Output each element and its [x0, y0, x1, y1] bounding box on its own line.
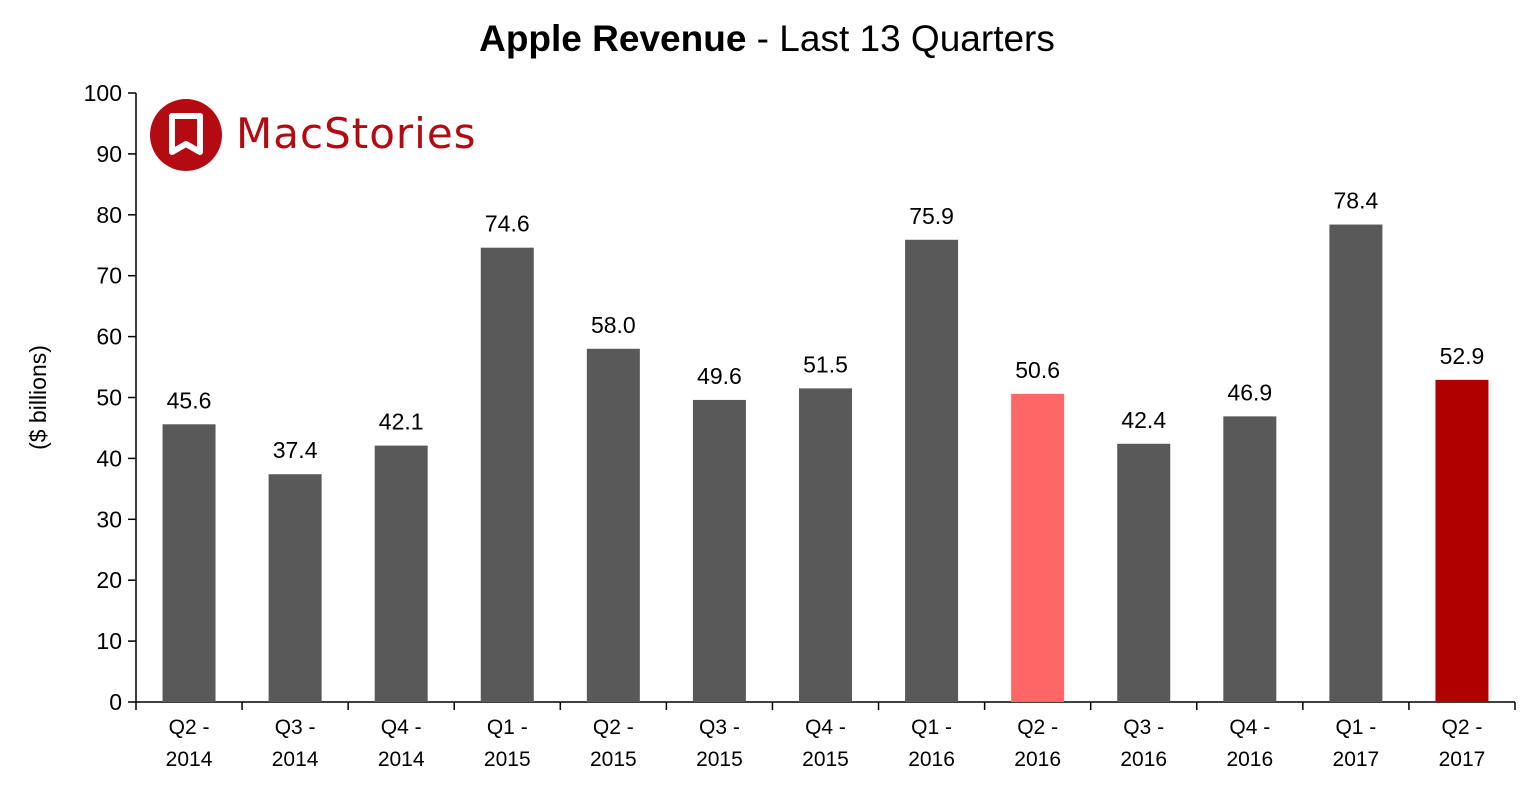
bar-value-label: 42.1: [379, 409, 424, 435]
y-tick-label: 40: [96, 445, 122, 471]
y-tick-label: 100: [84, 80, 122, 106]
y-tick-label: 90: [96, 141, 122, 167]
bar-value-label: 52.9: [1440, 343, 1485, 369]
x-tick-label-quarter: Q4 -: [381, 716, 422, 739]
y-tick-label: 10: [96, 628, 122, 654]
x-tick-label-quarter: Q2 -: [1442, 716, 1483, 739]
y-tick-label: 30: [96, 506, 122, 532]
bar-value-label: 51.5: [803, 351, 848, 377]
y-tick-label: 60: [96, 324, 122, 350]
bar-value-label: 45.6: [167, 387, 212, 413]
chart-title-rest: - Last 13 Quarters: [746, 18, 1055, 59]
x-tick-label-quarter: Q1 -: [1335, 716, 1376, 739]
bar: [374, 445, 428, 702]
x-tick-label-quarter: Q1 -: [487, 716, 528, 739]
x-tick-label-year: 2014: [166, 748, 213, 771]
x-tick-label-quarter: Q2 -: [169, 716, 210, 739]
x-tick-label-quarter: Q4 -: [805, 716, 846, 739]
x-tick-label-year: 2016: [1014, 748, 1061, 771]
x-tick-label-quarter: Q3 -: [1123, 716, 1164, 739]
bar-value-label: 42.4: [1121, 407, 1166, 433]
bar: [1223, 416, 1277, 702]
bar-value-label: 49.6: [697, 363, 742, 389]
bar-value-label: 46.9: [1227, 379, 1272, 405]
x-tick-label-year: 2015: [590, 748, 637, 771]
x-tick-label-year: 2015: [802, 748, 849, 771]
bar: [905, 239, 959, 703]
macstories-logo: MacStories: [150, 99, 476, 173]
bar: [1117, 443, 1171, 702]
x-tick-label-quarter: Q1 -: [911, 716, 952, 739]
bar: [799, 388, 852, 702]
x-tick-label-quarter: Q4 -: [1229, 716, 1270, 739]
x-tick-label-year: 2015: [696, 748, 743, 771]
bar-value-label: 78.4: [1334, 188, 1379, 214]
bar-value-label: 37.4: [273, 437, 318, 463]
x-tick-label-year: 2014: [378, 748, 425, 771]
x-tick-label-year: 2014: [272, 748, 319, 771]
bar: [162, 424, 216, 702]
x-tick-label-quarter: Q3 -: [699, 716, 740, 739]
y-tick-label: 70: [96, 263, 122, 289]
macstories-logo-icon: [150, 99, 222, 171]
bar: [268, 474, 322, 702]
chart-title: Apple Revenue - Last 13 Quarters: [0, 18, 1534, 60]
bar: [1011, 393, 1065, 702]
bar-value-label: 50.6: [1015, 357, 1060, 383]
chart-title-bold: Apple Revenue: [479, 18, 747, 59]
x-tick-label-quarter: Q2 -: [1017, 716, 1058, 739]
x-tick-label-quarter: Q3 -: [275, 716, 316, 739]
y-tick-label: 50: [96, 385, 122, 411]
x-tick-label-year: 2017: [1333, 748, 1380, 771]
bar: [586, 348, 640, 702]
x-tick-label-year: 2016: [1120, 748, 1167, 771]
y-tick-label: 80: [96, 202, 122, 228]
bar-value-label: 75.9: [909, 203, 954, 229]
y-axis-title: ($ billions): [25, 345, 51, 450]
bar-value-label: 74.6: [485, 211, 530, 237]
x-tick-label-year: 2016: [1226, 748, 1273, 771]
bar: [480, 247, 534, 702]
x-tick-label-year: 2017: [1439, 748, 1486, 771]
bar: [1329, 224, 1383, 702]
macstories-logo-text: MacStories: [236, 109, 477, 158]
x-tick-label-quarter: Q2 -: [593, 716, 634, 739]
y-tick-label: 0: [109, 689, 122, 715]
bar: [1435, 379, 1489, 702]
x-tick-label-year: 2015: [484, 748, 531, 771]
bar-value-label: 58.0: [591, 312, 636, 338]
x-tick-label-year: 2016: [908, 748, 955, 771]
y-tick-label: 20: [96, 567, 122, 593]
bar: [692, 399, 746, 702]
